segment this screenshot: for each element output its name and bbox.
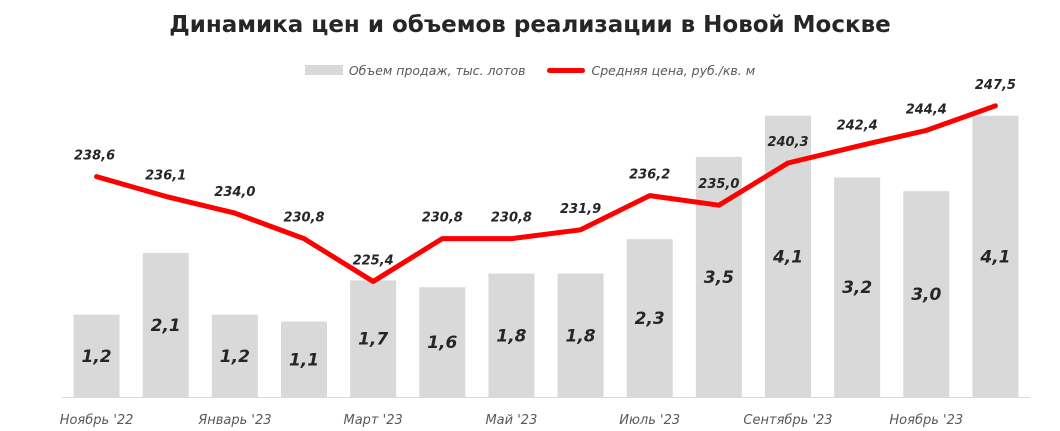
legend-swatch-line — [547, 67, 586, 73]
bar-value-label: 3,0 — [911, 285, 941, 305]
x-tick-label: Июль '23 — [619, 413, 680, 428]
bar-value-label: 4,1 — [979, 247, 1010, 267]
bar-volume — [488, 273, 535, 397]
legend-label-volume: Объем продаж, тыс. лотов — [348, 62, 526, 78]
price-value-label: 236,2 — [629, 168, 670, 183]
price-value-label: 234,0 — [214, 185, 255, 200]
price-value-label: 225,4 — [353, 254, 394, 269]
price-value-label: 231,9 — [560, 202, 601, 217]
bar-value-label: 2,3 — [635, 309, 665, 329]
legend-label-price: Средняя цена, руб./кв. м — [591, 62, 756, 78]
bar-volume — [281, 321, 327, 397]
bar-value-label: 1,2 — [82, 347, 112, 367]
bar-value-label: 1,6 — [427, 333, 457, 353]
bar-value-label: 2,1 — [151, 316, 181, 336]
bar-volume — [142, 252, 189, 397]
bar-value-label: 1,8 — [496, 326, 526, 346]
price-value-label: 230,8 — [491, 211, 532, 226]
price-value-label: 236,1 — [145, 168, 186, 183]
x-tick-label: Сентябрь '23 — [743, 413, 832, 428]
bar-value-label: 1,2 — [220, 347, 250, 367]
price-value-label: 244,4 — [906, 102, 947, 117]
legend-item-price: Средняя цена, руб./кв. м — [547, 63, 755, 78]
bar-volume — [557, 273, 604, 397]
x-tick-label: Ноябрь '22 — [60, 413, 134, 428]
bar-volume — [903, 191, 950, 397]
price-value-label: 238,6 — [74, 149, 115, 164]
bar-value-label: 3,5 — [704, 268, 734, 288]
price-value-label: 240,3 — [767, 135, 808, 150]
bar-volume — [73, 314, 120, 397]
price-value-label: 230,8 — [422, 211, 463, 226]
legend: Объем продаж, тыс. лотов Средняя цена, р… — [0, 60, 1060, 80]
price-value-label: 242,4 — [837, 118, 878, 133]
x-tick-label: Май '23 — [485, 413, 537, 428]
price-line — [94, 103, 998, 284]
bar-volume — [419, 287, 466, 397]
bar-volume — [350, 280, 397, 397]
bar-volume — [972, 115, 1019, 397]
x-tick-label: Ноябрь '23 — [889, 413, 963, 428]
price-value-label: 247,5 — [975, 78, 1016, 93]
bar-volume — [211, 314, 258, 397]
bar-value-label: 1,8 — [566, 326, 596, 346]
price-value-label: 230,8 — [283, 211, 324, 226]
bar-value-label: 1,1 — [289, 350, 319, 370]
chart-title: Динамика цен и объемов реализации в Ново… — [169, 12, 891, 38]
bar-volume — [834, 177, 881, 397]
legend-item-volume: Объем продаж, тыс. лотов — [304, 62, 526, 78]
bar-value-label: 1,7 — [358, 330, 388, 350]
price-value-label: 235,0 — [698, 177, 739, 192]
bar-value-label: 3,2 — [842, 278, 872, 298]
x-tick-label: Март '23 — [344, 413, 403, 428]
x-tick-label: Январь '23 — [197, 413, 271, 428]
bar-volume — [626, 239, 673, 397]
legend-swatch-bar — [304, 65, 343, 75]
bar-value-label: 4,1 — [772, 247, 803, 267]
